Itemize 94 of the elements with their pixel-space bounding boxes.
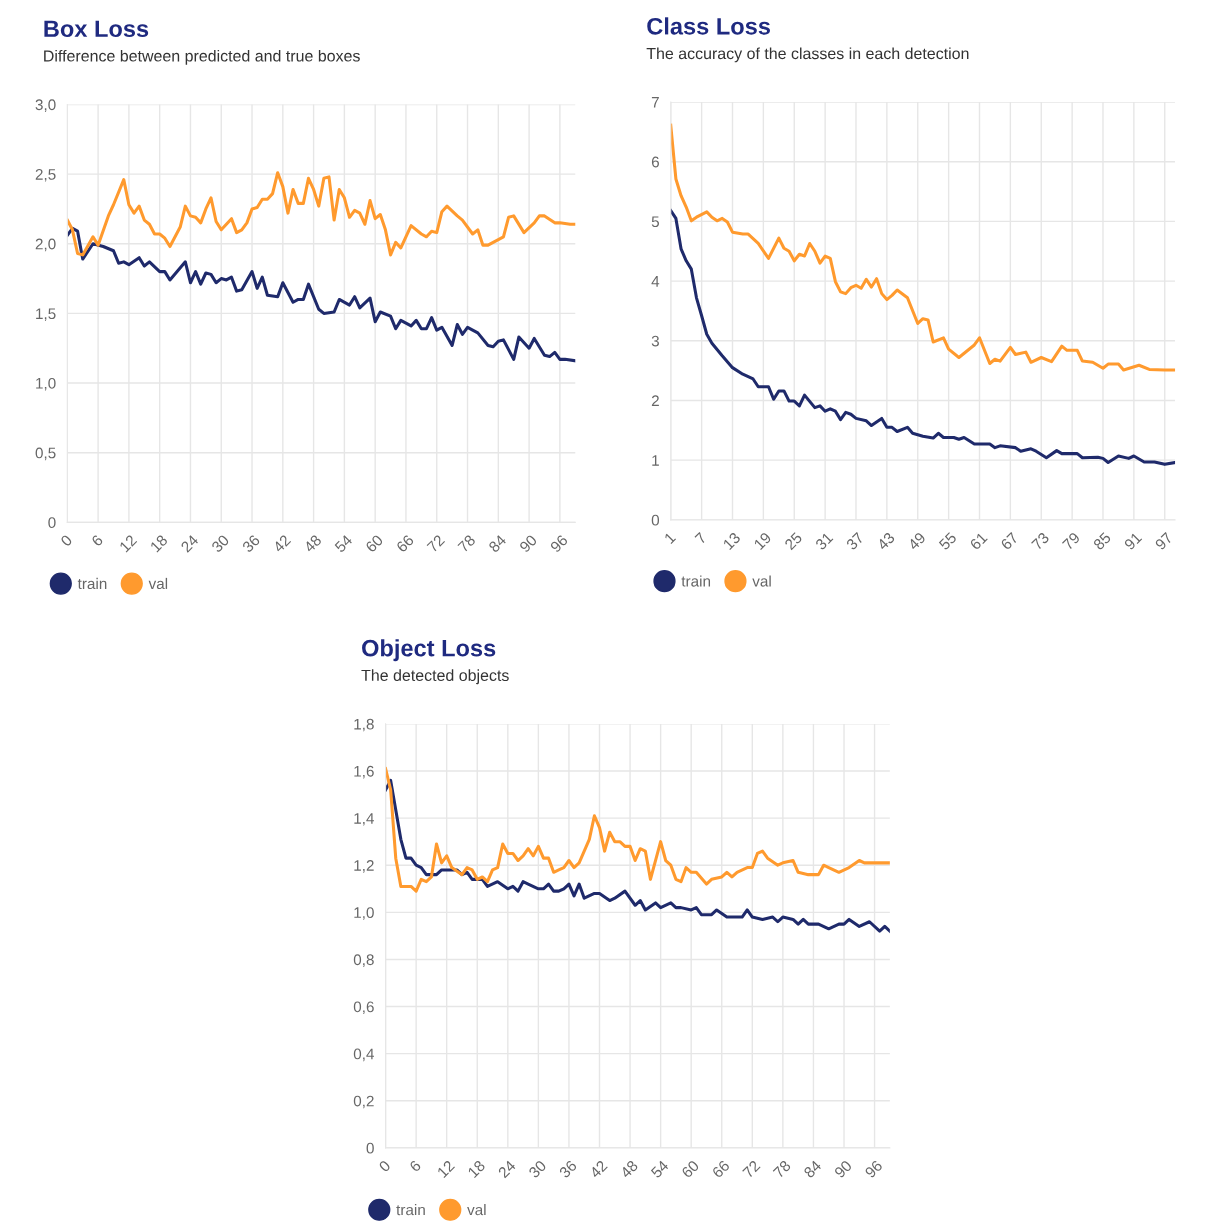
y-tick-label: 4 [651, 276, 660, 287]
x-tick-label: 0 [59, 534, 73, 547]
x-tick-label: 61 [969, 531, 988, 551]
y-tick-label: 6 [651, 156, 659, 168]
legend-label: val [752, 575, 771, 587]
y-tick-label: 0,5 [35, 447, 56, 461]
x-tick-label: 49 [907, 531, 927, 551]
x-tick-label: 90 [833, 1159, 853, 1179]
x-tick-label: 54 [650, 1159, 670, 1179]
x-tick-label: 30 [210, 534, 230, 553]
y-tick-label: 2 [651, 395, 659, 407]
x-tick-label: 67 [1000, 531, 1019, 551]
x-tick-label: 84 [803, 1159, 823, 1179]
line-series [67, 171, 576, 257]
x-tick-label: 60 [680, 1159, 700, 1179]
x-tick-label: 97 [1154, 531, 1174, 551]
x-tick-label: 37 [845, 531, 865, 551]
line-series [670, 123, 1176, 372]
y-tick-label: 3 [651, 335, 659, 347]
y-tick-label: 0,8 [353, 954, 374, 967]
x-tick-label: 96 [549, 534, 569, 553]
chart-title: Class Loss [647, 17, 770, 35]
legend-label: train [681, 575, 711, 587]
chart-title: Box Loss [44, 20, 149, 38]
x-tick-label: 73 [1031, 531, 1050, 551]
x-tick-label: 6 [408, 1159, 422, 1173]
y-tick-label: 7 [651, 97, 659, 108]
line-series [385, 767, 890, 893]
x-tick-label: 91 [1123, 531, 1143, 551]
x-tick-label: 48 [303, 534, 323, 554]
y-tick-label: 0 [366, 1142, 374, 1154]
y-tick-label: 5 [651, 216, 659, 228]
x-tick-label: 84 [488, 534, 507, 553]
x-tick-label: 66 [711, 1159, 731, 1179]
x-tick-label: 1 [663, 531, 677, 544]
x-tick-label: 72 [426, 534, 446, 553]
x-tick-label: 24 [180, 534, 199, 553]
x-tick-label: 42 [272, 534, 292, 554]
x-tick-label: 0 [378, 1159, 392, 1173]
x-tick-label: 78 [772, 1159, 792, 1179]
x-tick-label: 36 [241, 534, 261, 553]
x-tick-label: 25 [784, 531, 803, 551]
legend-label: train [77, 577, 107, 590]
x-tick-label: 19 [753, 531, 772, 551]
x-tick-label: 7 [694, 531, 707, 545]
y-tick-label: 0,2 [353, 1095, 374, 1109]
line-series [670, 209, 1176, 466]
x-tick-label: 79 [1061, 531, 1081, 551]
chart-title: Object Loss [362, 639, 496, 662]
y-tick-label: 1 [652, 455, 659, 466]
y-tick-label: 1,0 [36, 377, 56, 391]
y-tick-label: 0,6 [353, 1001, 374, 1015]
chart-subtitle: Difference between predicted and true boxes [44, 49, 360, 65]
x-tick-label: 12 [436, 1159, 455, 1179]
x-tick-label: 96 [864, 1159, 883, 1179]
x-tick-label: 24 [497, 1159, 517, 1179]
x-tick-label: 13 [722, 531, 741, 551]
x-tick-label: 6 [90, 534, 104, 547]
x-tick-label: 72 [742, 1159, 761, 1179]
legend-label: val [467, 1204, 486, 1216]
x-tick-label: 90 [518, 534, 538, 553]
x-tick-label: 30 [528, 1159, 547, 1179]
x-tick-label: 18 [149, 534, 169, 553]
y-tick-label: 2,5 [35, 168, 56, 182]
line-series [67, 226, 576, 363]
y-tick-label: 0 [651, 514, 660, 526]
x-tick-label: 12 [118, 534, 138, 553]
line-series [385, 778, 890, 933]
legend-label: train [396, 1204, 425, 1216]
x-tick-label: 54 [334, 534, 353, 553]
x-tick-label: 42 [588, 1159, 608, 1179]
y-tick-label: 1,2 [354, 860, 374, 873]
x-tick-label: 55 [938, 531, 958, 551]
x-tick-label: 85 [1092, 531, 1112, 551]
y-tick-label: 1,5 [36, 308, 56, 321]
x-tick-label: 66 [395, 534, 415, 553]
x-tick-label: 36 [558, 1159, 578, 1179]
y-tick-label: 3,0 [35, 99, 56, 112]
x-tick-label: 48 [619, 1159, 639, 1179]
x-tick-label: 43 [876, 531, 896, 551]
x-tick-label: 78 [457, 534, 476, 553]
y-tick-label: 1,8 [354, 718, 374, 732]
y-tick-label: 0 [48, 517, 56, 529]
y-tick-label: 1,0 [354, 907, 374, 920]
y-tick-label: 1,4 [354, 813, 374, 826]
chart-subtitle: The detected objects [361, 669, 509, 685]
x-tick-label: 18 [467, 1159, 486, 1179]
chart-subtitle: The accuracy of the classes in each detection [646, 47, 969, 63]
x-tick-label: 60 [364, 534, 384, 553]
y-tick-label: 2,0 [35, 238, 56, 252]
x-tick-label: 31 [814, 531, 834, 551]
legend-label: val [148, 577, 168, 590]
y-tick-label: 1,6 [354, 765, 374, 779]
y-tick-label: 0,4 [353, 1048, 374, 1062]
